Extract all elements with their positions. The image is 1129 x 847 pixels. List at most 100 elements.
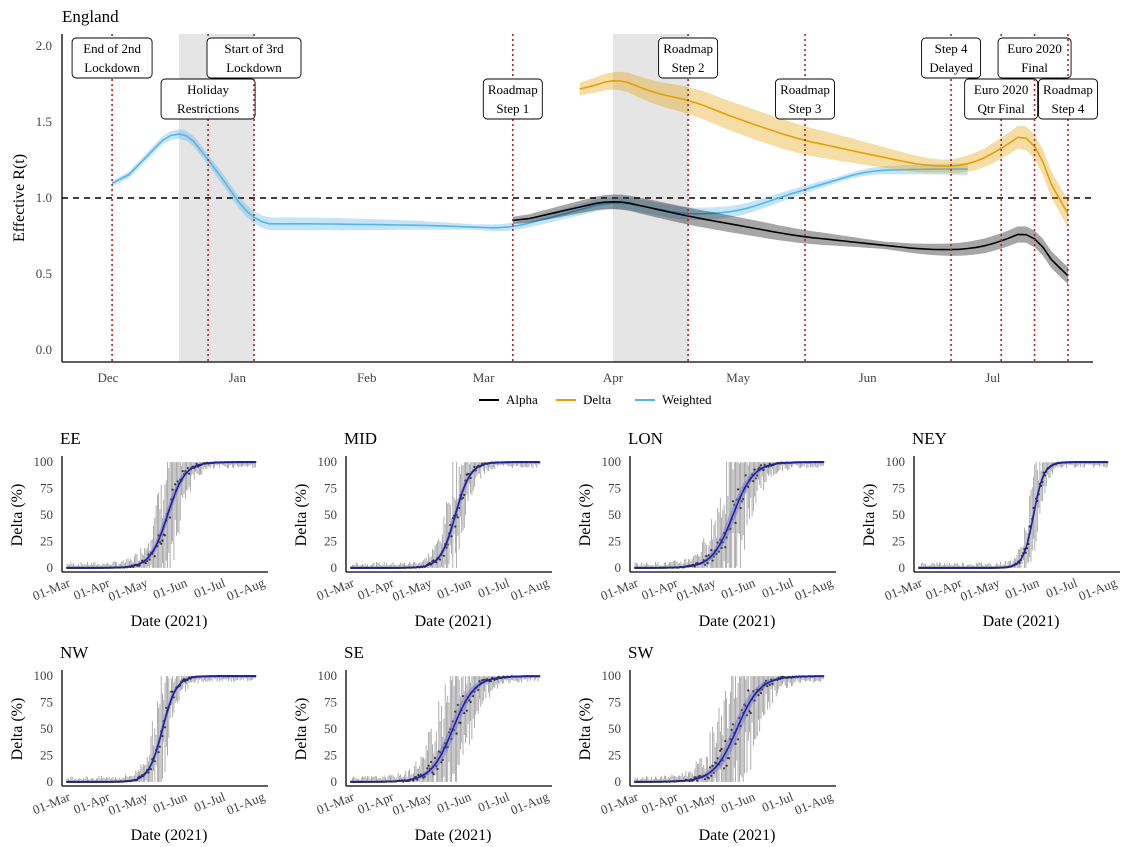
data-point — [739, 724, 742, 728]
data-point — [756, 474, 759, 477]
data-point — [768, 683, 771, 686]
data-point — [452, 728, 456, 732]
x-tick-label: 01-Jun — [1003, 575, 1042, 602]
x-axis-label: Date (2021) — [415, 827, 492, 844]
data-point — [454, 710, 457, 713]
data-point — [734, 742, 737, 745]
x-tick-label: 01-Apr — [923, 575, 964, 603]
y-tick-label: 100 — [318, 668, 338, 683]
fit-line — [919, 461, 1108, 569]
data-point — [468, 699, 471, 702]
event-label-box: Roadmap Step 2 — [658, 37, 719, 79]
data-point — [739, 506, 742, 510]
data-point — [764, 679, 768, 682]
x-tick-label: Jul — [985, 370, 1001, 385]
event-label-text: Step 4 — [1052, 101, 1085, 116]
data-point — [171, 488, 174, 491]
fit-line — [351, 675, 540, 783]
y-tick-label: 75 — [608, 695, 621, 710]
data-point — [722, 767, 726, 770]
data-point — [477, 688, 480, 692]
data-point — [163, 726, 167, 729]
x-tick-label: 01-Jul — [760, 575, 796, 601]
data-point — [747, 689, 750, 692]
event-label-text: Lockdown — [226, 60, 282, 75]
data-point — [446, 543, 449, 546]
event-label-text: Holiday — [187, 82, 229, 97]
data-point — [138, 564, 141, 567]
data-point — [161, 539, 164, 542]
data-point — [749, 711, 752, 715]
x-tick-label: 01-Jul — [192, 789, 228, 815]
y-tick-label: 1.5 — [36, 114, 52, 129]
y-tick-label: 25 — [892, 533, 905, 548]
y-axis-label: Delta (%) — [9, 484, 26, 547]
data-point — [435, 765, 438, 768]
data-point — [720, 747, 723, 751]
data-point — [478, 680, 481, 683]
x-tick-label: 01-Aug — [1076, 575, 1119, 604]
data-point — [441, 758, 444, 762]
event-label-box: Euro 2020 Final — [997, 37, 1072, 79]
region-title: NEY — [912, 429, 947, 448]
y-tick-label: 0 — [899, 560, 906, 575]
data-point — [729, 527, 732, 530]
data-point — [731, 723, 735, 726]
event-label-text: Final — [1021, 60, 1048, 75]
data-point — [181, 470, 184, 473]
x-tick-label: 01-Apr — [71, 575, 112, 603]
x-tick-label: 01-Jun — [719, 575, 758, 602]
data-point — [724, 546, 727, 549]
event-label-box: Holiday Restrictions — [160, 78, 256, 120]
data-point — [440, 761, 443, 764]
data-point — [725, 764, 728, 767]
data-point — [715, 762, 718, 765]
data-point — [753, 699, 756, 702]
y-tick-label: 100 — [886, 454, 906, 469]
data-point — [759, 464, 763, 467]
y-tick-label: 100 — [34, 454, 54, 469]
data-point — [165, 706, 168, 709]
data-point — [724, 739, 727, 743]
legend-label: Alpha — [506, 392, 538, 407]
x-tick-label: 01-Jun — [151, 789, 190, 816]
data-point — [731, 500, 735, 503]
data-point — [744, 474, 747, 477]
event-label-text: Lockdown — [84, 60, 140, 75]
data-point — [720, 546, 723, 550]
x-axis-label: Date (2021) — [699, 613, 776, 630]
y-tick-label: 75 — [324, 481, 337, 496]
data-point — [761, 688, 764, 691]
data-point — [451, 517, 454, 520]
data-point — [729, 738, 732, 741]
y-tick-label: 0.5 — [36, 266, 52, 281]
data-point — [463, 711, 466, 715]
data-point — [742, 497, 745, 501]
data-point — [754, 477, 757, 480]
event-box-frame — [775, 78, 835, 120]
data-point — [465, 709, 468, 712]
data-point — [763, 463, 766, 466]
data-point — [706, 561, 709, 565]
data-point — [158, 745, 162, 748]
y-tick-label: 25 — [608, 533, 621, 548]
data-point — [427, 764, 430, 767]
data-point — [698, 774, 702, 777]
data-point — [454, 525, 457, 528]
data-point — [707, 777, 710, 780]
data-point — [753, 468, 756, 471]
y-tick-label: 75 — [40, 481, 53, 496]
data-point — [710, 774, 713, 777]
y-tick-label: 50 — [40, 507, 53, 522]
y-tick-label: 25 — [40, 533, 53, 548]
x-tick-label: 01-Jun — [151, 575, 190, 602]
data-point — [147, 771, 150, 774]
data-point — [146, 559, 149, 563]
event-label-text: End of 2nd — [83, 41, 141, 56]
y-axis-label: Delta (%) — [293, 698, 310, 761]
